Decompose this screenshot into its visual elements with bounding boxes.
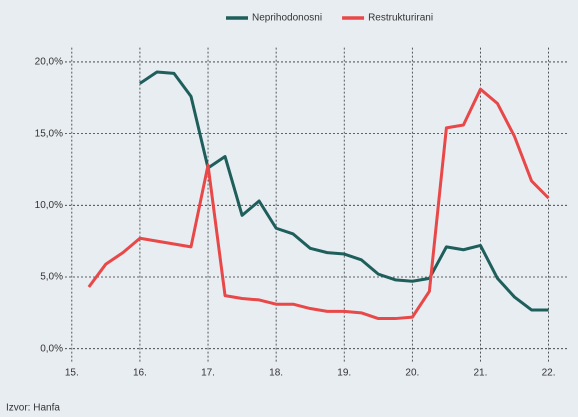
- y-tick-label: 10,0%: [35, 200, 63, 211]
- source: Izvor: Hanfa: [6, 403, 60, 414]
- x-tick-label: 17.: [201, 368, 215, 379]
- y-tick-label: 15,0%: [35, 128, 63, 139]
- x-tick-label: 21.: [474, 368, 488, 379]
- y-tick-label: 5,0%: [40, 272, 63, 283]
- line: [87, 87, 550, 321]
- x-tick-label: 15.: [65, 368, 79, 379]
- legend-label: Neprihodonosni: [252, 13, 322, 24]
- x-tick-label: 16.: [133, 368, 147, 379]
- y-tick-label: 0,0%: [40, 343, 63, 354]
- legend-label: Restrukturirani: [368, 13, 433, 24]
- x-tick-label: 22.: [542, 368, 556, 379]
- x-tick-label: 18.: [269, 368, 283, 379]
- x-tick-label: 19.: [337, 368, 351, 379]
- y-tick-label: 20,0%: [35, 57, 63, 68]
- x-tick-label: 20.: [405, 368, 419, 379]
